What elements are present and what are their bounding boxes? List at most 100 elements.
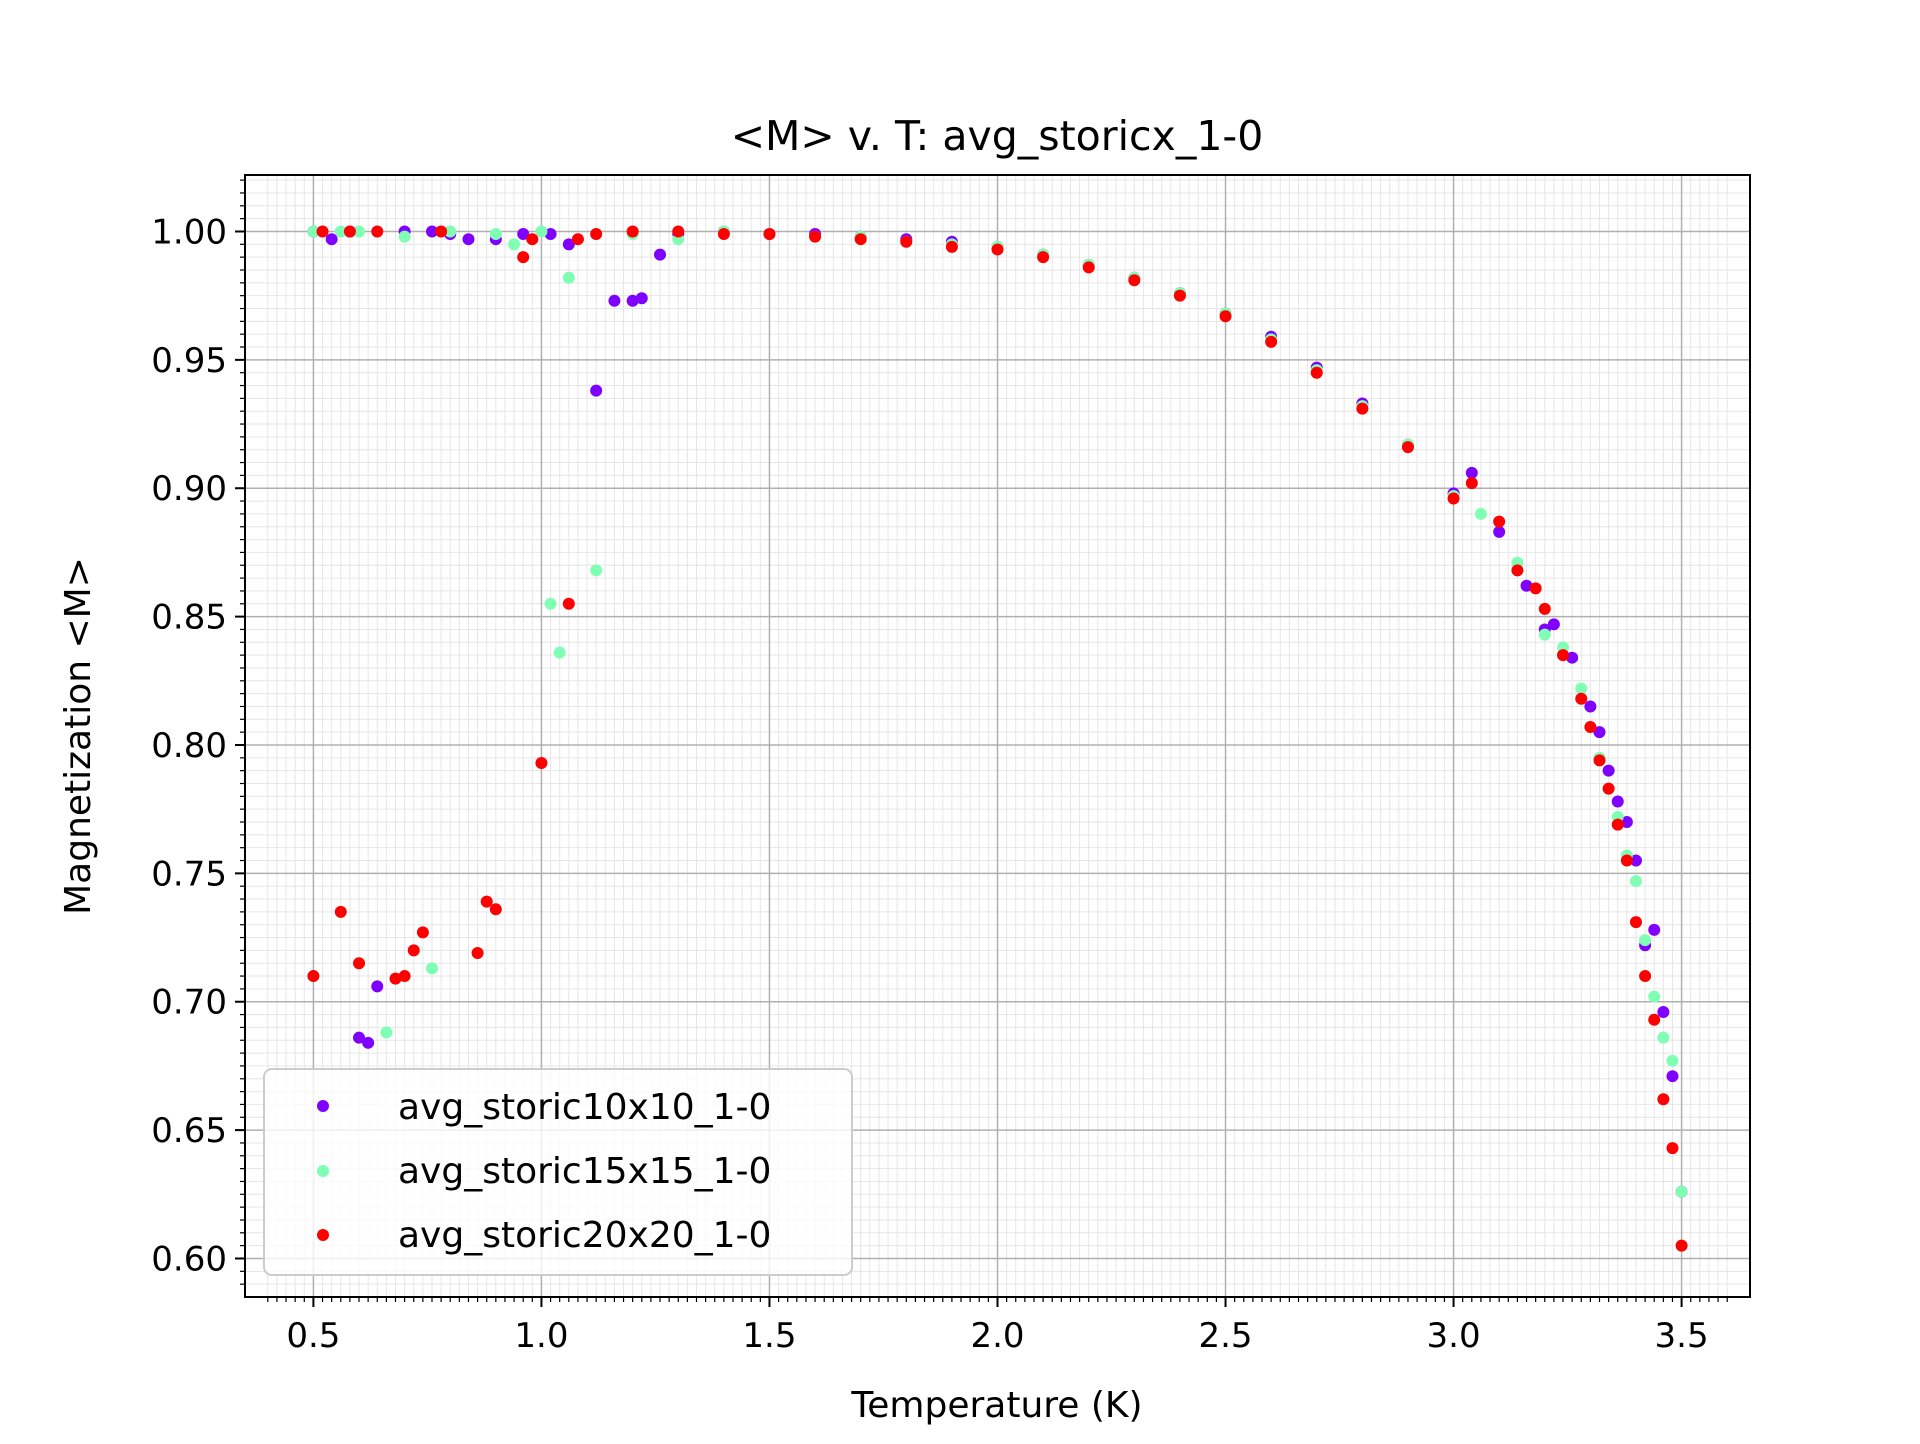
data-point-series-3 — [416, 926, 429, 939]
data-point-series-1 — [371, 980, 384, 993]
data-point-series-2 — [307, 225, 320, 238]
data-point-series-3 — [1037, 251, 1050, 264]
legend-entry-series-1: avg_storic10x10_1-0 — [317, 1087, 771, 1128]
y-tick-label: 0.75 — [151, 854, 227, 894]
data-point-series-1 — [1566, 651, 1579, 664]
data-point-series-2 — [1648, 990, 1661, 1003]
y-tick-label: 0.90 — [151, 469, 227, 509]
data-point-series-3 — [480, 895, 493, 908]
data-point-series-3 — [1639, 970, 1652, 983]
data-point-series-1 — [562, 238, 575, 251]
data-point-series-1 — [1648, 923, 1661, 936]
data-point-series-3 — [571, 233, 584, 246]
legend-entry-series-2: avg_storic15x15_1-0 — [317, 1151, 771, 1192]
data-point-series-2 — [353, 225, 366, 238]
x-tick-label: 0.5 — [286, 1316, 340, 1356]
data-point-series-1 — [1602, 764, 1615, 777]
data-point-series-1 — [1493, 525, 1506, 538]
y-tick-label: 0.60 — [151, 1239, 227, 1279]
data-point-series-3 — [489, 903, 502, 916]
data-point-series-3 — [1620, 854, 1633, 867]
x-axis-label: Temperature (K) — [850, 1385, 1142, 1426]
data-point-series-1 — [544, 228, 557, 241]
data-point-series-3 — [1675, 1239, 1688, 1252]
data-point-series-3 — [763, 228, 776, 241]
data-point-series-1 — [1657, 1006, 1670, 1019]
data-point-series-1 — [462, 233, 475, 246]
data-point-series-1 — [626, 294, 639, 307]
data-point-series-3 — [562, 597, 575, 610]
data-point-series-3 — [334, 905, 347, 918]
data-point-series-3 — [854, 233, 867, 246]
tick-labels: 0.5 1.0 1.5 2.0 2.5 3.0 3.5 0.60 0.65 0.70 0.75 0.8… — [151, 212, 1708, 1356]
data-point-series-1 — [590, 384, 603, 397]
data-point-series-3 — [1219, 310, 1232, 323]
data-point-series-3 — [809, 230, 822, 243]
legend-entry-series-3: avg_storic20x20_1-0 — [317, 1215, 771, 1256]
data-point-series-3 — [389, 972, 402, 985]
legend-marker-series-1 — [317, 1100, 329, 1112]
data-point-series-1 — [425, 225, 438, 238]
data-point-series-3 — [1401, 441, 1414, 454]
data-point-series-1 — [362, 1036, 375, 1049]
data-point-series-3 — [945, 240, 958, 253]
data-point-series-3 — [371, 225, 384, 238]
data-point-series-3 — [1657, 1093, 1670, 1106]
chart-title: <M> v. T: avg_storicx_1-0 — [731, 112, 1264, 160]
data-point-series-3 — [672, 225, 685, 238]
data-point-series-2 — [544, 597, 557, 610]
data-point-series-3 — [343, 225, 356, 238]
data-point-series-2 — [1639, 934, 1652, 947]
data-point-series-1 — [1620, 816, 1633, 829]
data-point-series-3 — [1575, 692, 1588, 705]
data-point-series-2 — [1666, 1054, 1679, 1067]
data-point-series-1 — [1465, 466, 1478, 479]
data-point-series-3 — [1511, 564, 1524, 577]
data-point-series-3 — [1648, 1013, 1661, 1026]
data-point-series-2 — [1575, 682, 1588, 695]
data-point-series-3 — [535, 756, 548, 769]
y-tick-label: 1.00 — [151, 212, 227, 252]
data-point-series-1 — [1584, 700, 1597, 713]
y-tick-label: 0.65 — [151, 1111, 227, 1151]
data-point-series-3 — [407, 944, 420, 957]
legend-box — [263, 1068, 853, 1276]
data-point-series-3 — [1611, 818, 1624, 831]
y-tick-label: 0.70 — [151, 983, 227, 1023]
data-point-series-3 — [1265, 335, 1278, 348]
data-point-series-3 — [398, 970, 411, 983]
data-point-series-3 — [1128, 274, 1141, 287]
data-point-series-3 — [1666, 1142, 1679, 1155]
legend-label-series-1: avg_storic10x10_1-0 — [398, 1087, 771, 1128]
legend-marker-series-3 — [317, 1229, 329, 1241]
data-point-series-1 — [353, 1031, 366, 1044]
data-point-series-2 — [562, 271, 575, 284]
data-point-series-3 — [590, 228, 603, 241]
data-point-series-3 — [1538, 602, 1551, 615]
data-point-series-3 — [991, 243, 1004, 256]
axis-ticks — [235, 179, 1728, 1307]
data-point-series-3 — [307, 970, 320, 983]
data-point-series-2 — [1657, 1031, 1670, 1044]
data-point-series-2 — [535, 225, 548, 238]
data-point-series-3 — [1356, 402, 1369, 415]
x-tick-label: 1.5 — [742, 1316, 796, 1356]
x-tick-label: 2.0 — [970, 1316, 1024, 1356]
y-axis-label: Magnetization <M> — [58, 557, 99, 915]
x-tick-label: 1.0 — [514, 1316, 568, 1356]
data-point-series-1 — [654, 248, 667, 261]
data-point-series-1 — [635, 292, 648, 305]
data-point-series-1 — [1611, 795, 1624, 808]
data-point-series-1 — [1666, 1070, 1679, 1083]
data-point-series-2 — [553, 646, 566, 659]
data-point-series-3 — [1447, 492, 1460, 505]
legend-marker-series-2 — [317, 1165, 329, 1177]
data-point-series-3 — [1629, 916, 1642, 929]
data-point-series-2 — [1629, 875, 1642, 888]
data-point-series-3 — [1557, 649, 1570, 662]
data-point-series-2 — [398, 230, 411, 243]
data-point-series-3 — [1082, 261, 1095, 274]
data-point-series-3 — [517, 251, 530, 264]
data-point-series-3 — [1465, 477, 1478, 490]
